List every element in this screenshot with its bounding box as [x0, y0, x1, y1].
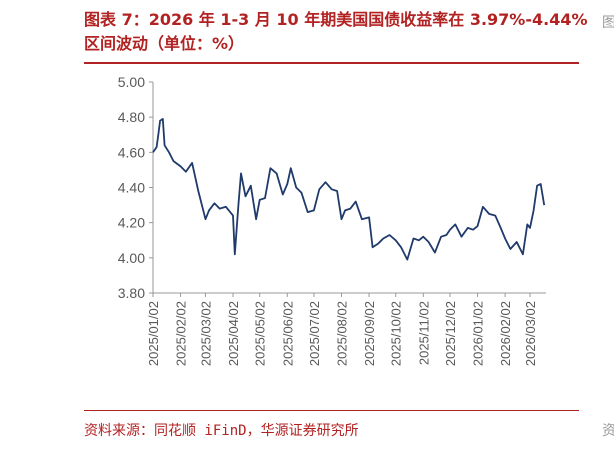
x-tick-label: 2025/12/02	[443, 301, 458, 366]
x-tick-label: 2025/08/02	[334, 301, 349, 366]
title-divider	[84, 62, 579, 64]
series-line-us10y	[152, 118, 546, 261]
x-tick-label: 2025/11/02	[416, 301, 431, 365]
source-divider	[84, 410, 579, 411]
y-tick-label: 4.20	[118, 215, 145, 231]
x-tick-label: 2025/01/02	[146, 301, 161, 366]
y-tick-label: 5.00	[118, 74, 145, 90]
x-tick-label: 2025/04/02	[226, 301, 241, 366]
figure-title: 图表 7：2026 年 1-3 月 10 年期美国国债收益率在 3.97%-4.…	[84, 10, 588, 53]
x-tick-label: 2025/02/02	[174, 301, 189, 366]
x-tick-label: 2025/09/02	[362, 301, 377, 366]
x-tick-label: 2025/10/02	[389, 301, 404, 366]
y-tick-label: 3.80	[118, 285, 145, 301]
x-tick-label: 2026/03/02	[523, 301, 538, 366]
y-tick-label: 4.40	[118, 180, 145, 196]
y-tick-label: 4.60	[118, 144, 145, 160]
x-tick-label: 2026/01/02	[471, 301, 486, 366]
x-tick-label: 2025/05/02	[253, 301, 268, 366]
y-tick-label: 4.80	[118, 109, 145, 125]
source-note: 资料来源：同花顺 iFinD，华源证券研究所	[84, 423, 359, 439]
x-tick-label: 2026/02/02	[498, 301, 513, 366]
x-tick-label: 2025/06/02	[280, 301, 295, 366]
y-tick-label: 4.00	[118, 250, 145, 266]
x-tick-label: 2025/07/02	[307, 301, 322, 366]
x-tick-label: 2025/03/02	[198, 301, 213, 366]
next-figure-edge: 图	[602, 15, 614, 31]
next-source-edge: 资	[602, 423, 614, 439]
